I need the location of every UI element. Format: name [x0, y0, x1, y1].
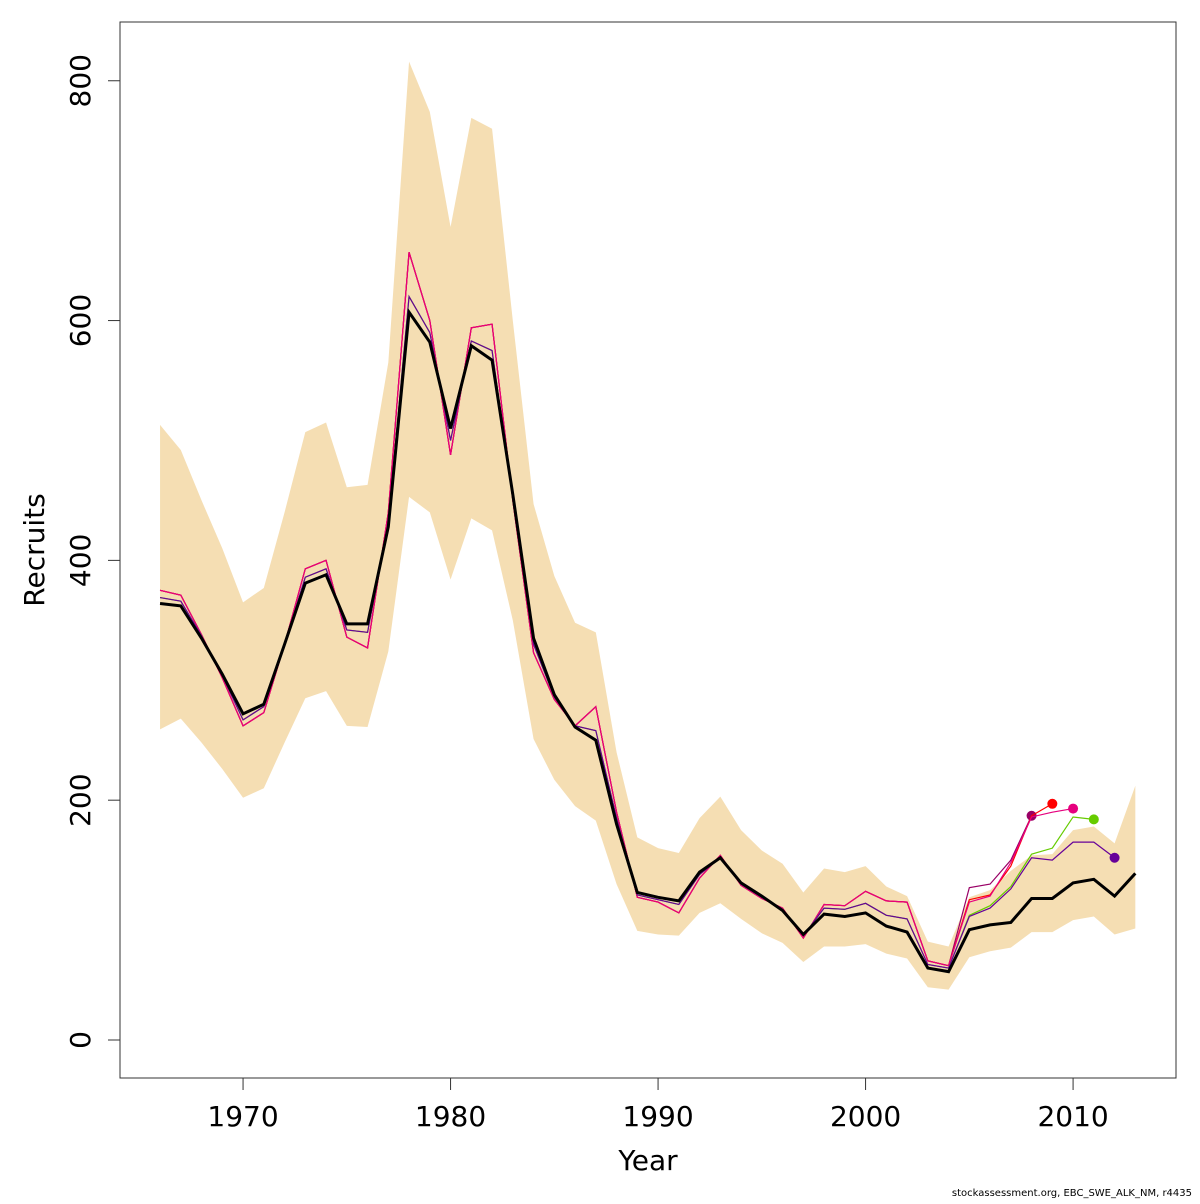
y-tick-label: 800 — [64, 54, 97, 107]
retro-end-point — [1088, 814, 1099, 825]
confidence-band — [160, 61, 1136, 990]
y-tick-label: 600 — [64, 294, 97, 347]
retro-line — [159, 294, 1115, 969]
footnote: stockassessment.org, EBC_SWE_ALK_NM, r44… — [952, 1188, 1192, 1199]
x-tick-label: 1980 — [415, 1100, 486, 1133]
y-axis-title: Recruits — [18, 493, 51, 606]
y-tick-label: 200 — [64, 773, 97, 826]
x-tick-label: 2010 — [1037, 1100, 1108, 1133]
retro-end-point — [1109, 852, 1120, 863]
retro-end-point — [1047, 798, 1058, 809]
y-tick-label: 400 — [64, 534, 97, 587]
x-tick-label: 2000 — [830, 1100, 901, 1133]
plot-frame — [119, 21, 1177, 1079]
estimate-line — [159, 307, 1137, 974]
y-tick-label: 0 — [64, 1031, 97, 1049]
retro-end-point — [1068, 803, 1079, 814]
x-axis-title: Year — [617, 1144, 678, 1177]
x-tick-label: 1990 — [622, 1100, 693, 1133]
x-tick-label: 1970 — [207, 1100, 278, 1133]
retro-line — [159, 252, 1074, 967]
